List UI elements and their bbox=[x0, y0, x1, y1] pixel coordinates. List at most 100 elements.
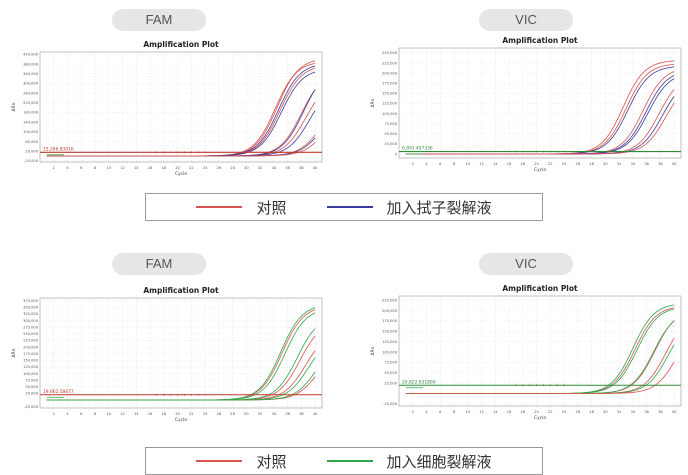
y-tick-label: 250,000 bbox=[23, 332, 39, 336]
y-axis-label: ΔRn bbox=[11, 348, 17, 357]
x-axis-label: Cycle bbox=[175, 417, 188, 423]
x-tick-label: 26 bbox=[576, 410, 581, 414]
x-tick-label: 24 bbox=[203, 166, 208, 170]
y-tick-label: 200,000 bbox=[382, 309, 398, 313]
legend-label: 对照 bbox=[256, 452, 287, 471]
x-tick-label: 36 bbox=[644, 410, 649, 414]
x-tick-label: 18 bbox=[521, 162, 526, 166]
x-tick-label: 12 bbox=[120, 166, 125, 170]
x-tick-label: 26 bbox=[217, 166, 222, 170]
y-tick-label: 125,000 bbox=[382, 340, 398, 344]
y-tick-label: 50,000 bbox=[384, 371, 397, 375]
x-tick-label: 10 bbox=[465, 162, 470, 166]
x-tick-label: 22 bbox=[548, 162, 553, 166]
y-tick-label: 340,000 bbox=[23, 72, 39, 76]
x-tick-label: 22 bbox=[189, 412, 194, 416]
x-tick-label: 40 bbox=[313, 412, 318, 416]
legend-swab: 对照 加入拭子裂解液 bbox=[145, 193, 543, 221]
y-tick-label: 150,000 bbox=[382, 330, 398, 334]
y-tick-label: 380,000 bbox=[23, 62, 39, 66]
x-tick-label: 18 bbox=[521, 410, 526, 414]
x-tick-label: 2 bbox=[412, 410, 414, 414]
series-line bbox=[46, 142, 316, 157]
chart-title: Amplification Plot bbox=[502, 284, 578, 293]
chart-title: Amplification Plot bbox=[143, 40, 219, 49]
x-tick-label: 20 bbox=[534, 162, 539, 166]
y-tick-label: 200,000 bbox=[382, 71, 398, 75]
legend-item-cell-lysate: 加入细胞裂解液 bbox=[326, 451, 492, 472]
x-tick-label: 12 bbox=[479, 162, 484, 166]
x-tick-label: 24 bbox=[203, 412, 208, 416]
x-tick-label: 16 bbox=[507, 410, 512, 414]
panel-label-vic-top: VIC bbox=[479, 9, 573, 31]
y-axis-label: ΔRn bbox=[11, 102, 17, 111]
y-tick-label: 200,000 bbox=[23, 345, 39, 349]
panel-label-fam-top: FAM bbox=[112, 9, 206, 31]
x-tick-label: 34 bbox=[272, 412, 277, 416]
x-tick-label: 28 bbox=[230, 166, 235, 170]
legend-swatch bbox=[326, 206, 373, 208]
y-tick-label: 225,000 bbox=[382, 61, 398, 65]
legend-item-swab-lysate: 加入拭子裂解液 bbox=[326, 197, 492, 218]
x-tick-label: 40 bbox=[672, 410, 677, 414]
y-tick-label: 125,000 bbox=[382, 102, 398, 106]
x-tick-label: 20 bbox=[534, 410, 539, 414]
x-tick-label: 8 bbox=[453, 162, 456, 166]
y-tick-label: 225,000 bbox=[23, 339, 39, 343]
y-tick-label: -20,000 bbox=[24, 159, 39, 163]
x-axis-label: Cycle bbox=[534, 415, 547, 421]
x-tick-label: 40 bbox=[313, 166, 318, 170]
y-tick-label: 175,000 bbox=[382, 319, 398, 323]
y-tick-label: 180,000 bbox=[23, 111, 39, 115]
x-tick-label: 26 bbox=[217, 412, 222, 416]
x-tick-label: 22 bbox=[548, 410, 553, 414]
y-tick-label: 75,000 bbox=[384, 122, 397, 126]
x-tick-label: 16 bbox=[148, 166, 153, 170]
y-tick-label: 220,000 bbox=[23, 101, 39, 105]
amplification-plot-fam-top: Amplification Plot 2 4 6 8 10 12 14 16 18 20 22 24 26… bbox=[6, 38, 326, 188]
y-tick-label: 50,000 bbox=[384, 132, 397, 136]
x-tick-label: 28 bbox=[589, 410, 594, 414]
y-tick-label: 140,000 bbox=[23, 120, 39, 124]
x-tick-label: 10 bbox=[106, 412, 111, 416]
series-line bbox=[405, 361, 675, 394]
x-tick-label: 32 bbox=[617, 162, 622, 166]
y-tick-label: 225,000 bbox=[382, 298, 398, 302]
plot-area bbox=[39, 51, 323, 163]
legend-cell: 对照 加入细胞裂解液 bbox=[145, 447, 543, 475]
y-tick-label: 250,000 bbox=[382, 51, 398, 55]
y-tick-label: 25,000 bbox=[384, 142, 397, 146]
y-tick-label: 20,000 bbox=[25, 149, 38, 153]
x-tick-label: 28 bbox=[230, 412, 235, 416]
threshold-label: 19,662.58677 bbox=[43, 389, 74, 395]
x-tick-label: 30 bbox=[603, 162, 608, 166]
y-tick-label: 75,000 bbox=[384, 361, 397, 365]
x-tick-label: 6 bbox=[80, 166, 83, 170]
x-tick-label: 30 bbox=[244, 412, 249, 416]
x-tick-label: 26 bbox=[576, 162, 581, 166]
x-tick-label: 30 bbox=[244, 166, 249, 170]
plot-area bbox=[39, 297, 323, 409]
y-tick-label: 60,000 bbox=[25, 140, 38, 144]
x-tick-label: 12 bbox=[120, 412, 125, 416]
legend-swatch bbox=[196, 206, 243, 208]
legend-label: 对照 bbox=[256, 198, 287, 217]
x-tick-label: 14 bbox=[134, 412, 139, 416]
x-tick-label: 22 bbox=[189, 166, 194, 170]
x-tick-label: 6 bbox=[439, 162, 442, 166]
x-tick-label: 6 bbox=[439, 410, 442, 414]
y-tick-label: 275,000 bbox=[23, 325, 39, 329]
x-tick-label: 16 bbox=[148, 412, 153, 416]
panel-label-fam-bottom: FAM bbox=[112, 253, 206, 275]
x-tick-label: 12 bbox=[479, 410, 484, 414]
legend-item-control: 对照 bbox=[196, 451, 287, 472]
x-tick-label: 2 bbox=[53, 412, 55, 416]
y-tick-label: -25,000 bbox=[24, 405, 39, 409]
y-tick-label: 175,000 bbox=[23, 352, 39, 356]
panel-label-vic-bottom: VIC bbox=[479, 253, 573, 275]
y-tick-label: 25,000 bbox=[384, 381, 397, 385]
x-tick-label: 14 bbox=[493, 410, 498, 414]
x-tick-label: 18 bbox=[162, 166, 167, 170]
